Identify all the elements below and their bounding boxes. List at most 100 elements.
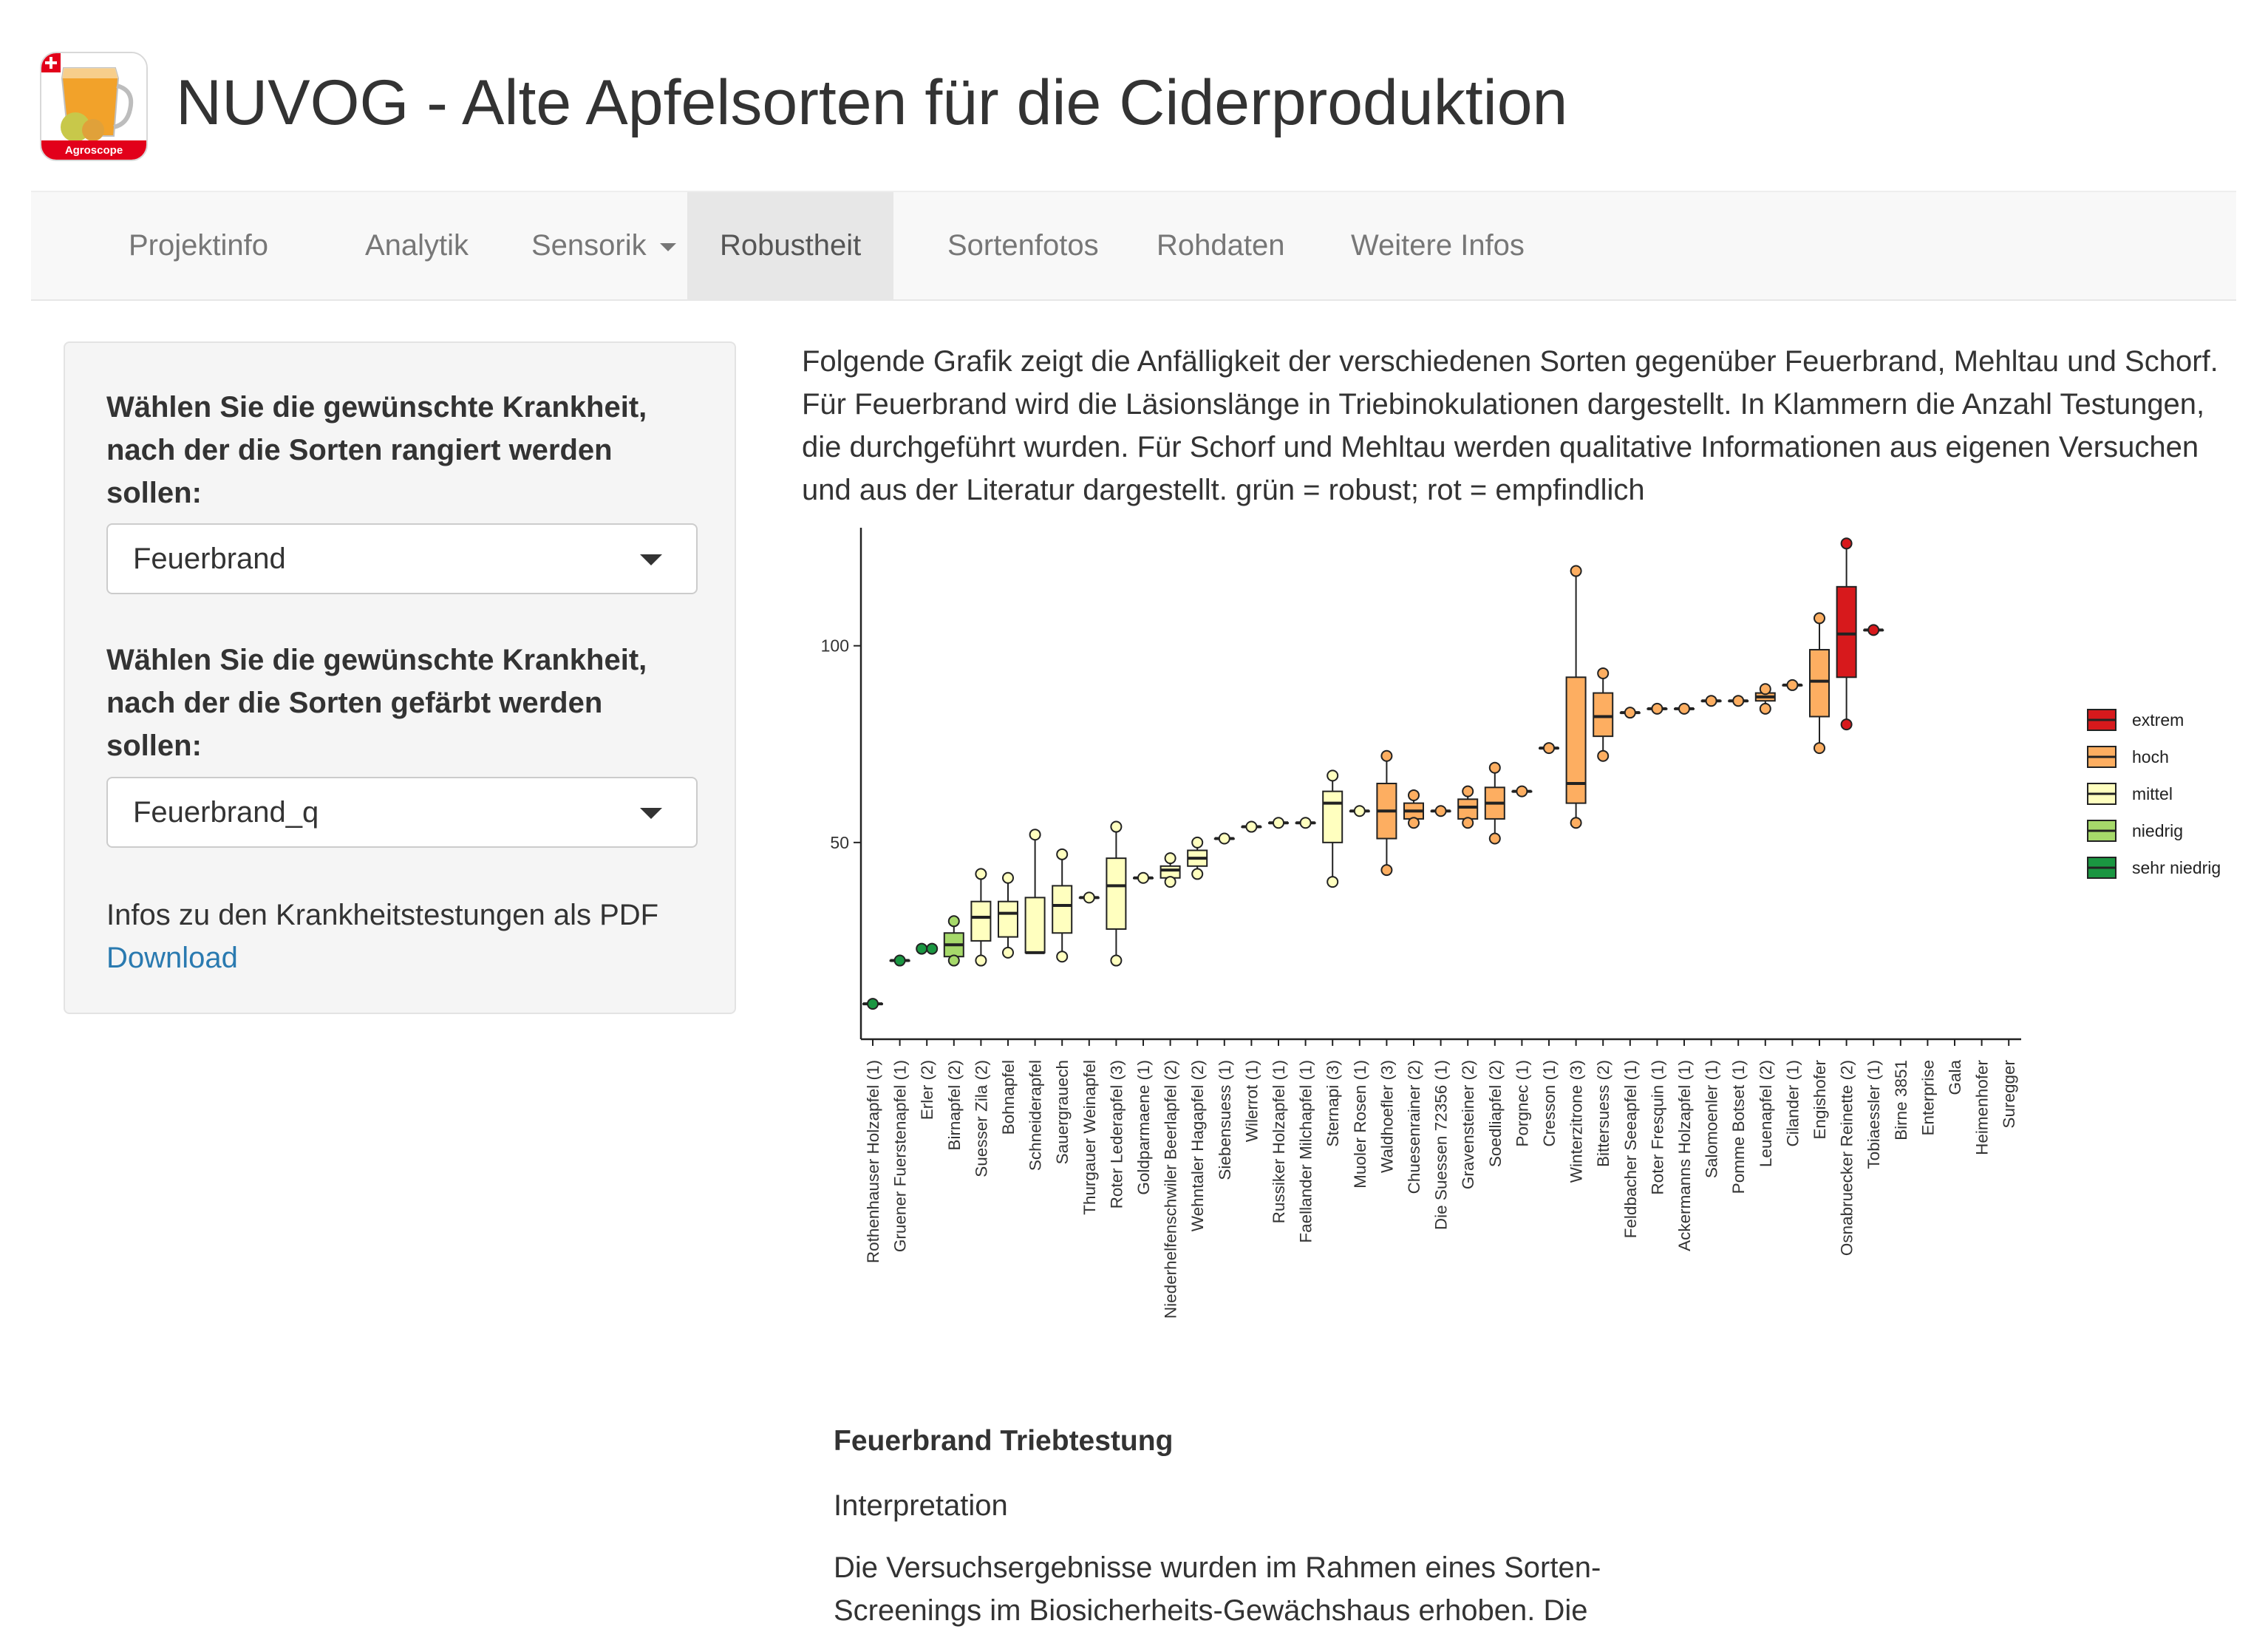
tab-projektinfo[interactable]: Projektinfo <box>129 229 268 262</box>
data-point <box>1273 817 1284 829</box>
x-tick-label: Leuenapfel (2) <box>1757 1060 1775 1167</box>
box-body <box>1809 649 1830 718</box>
section-title: Feuerbrand Triebtestung <box>834 1425 1174 1457</box>
chevron-down-icon <box>659 242 676 251</box>
data-point <box>1164 876 1176 888</box>
x-tick-label: Enterprise <box>1918 1060 1937 1136</box>
data-point <box>867 998 879 1010</box>
data-point <box>947 954 960 967</box>
data-point <box>947 915 960 928</box>
data-point <box>1759 702 1771 715</box>
x-tick-label: Suregger <box>2000 1059 2018 1128</box>
caret-down-icon <box>640 808 662 819</box>
data-point <box>975 868 987 880</box>
data-point <box>1191 836 1204 849</box>
x-tick-label: Roter Fresquin (1) <box>1648 1060 1666 1195</box>
data-point <box>1434 805 1447 817</box>
x-tick-label: Erler (2) <box>918 1060 936 1120</box>
x-tick-label: Heimenhofer <box>1973 1060 1992 1155</box>
x-tick-label: Winterzitrone (3) <box>1567 1060 1586 1183</box>
data-point <box>1110 820 1123 833</box>
main-navbar: Projektinfo Analytik Sensorik Robustheit… <box>31 191 2236 301</box>
legend-label: sehr niedrig <box>2132 858 2221 877</box>
x-tick-label: Gala <box>1946 1060 1964 1095</box>
box-body <box>1106 857 1127 930</box>
x-tick-label: Thurgauer Weinapfel <box>1080 1060 1099 1215</box>
rank-disease-select[interactable]: Feuerbrand <box>106 523 698 594</box>
data-point <box>1651 702 1663 715</box>
x-tick-label: Faellander Milchapfel (1) <box>1297 1060 1315 1243</box>
box-body <box>1024 897 1046 953</box>
legend-label: hoch <box>2132 747 2169 766</box>
pdf-info-text: Infos zu den Krankheitstestungen als PDF <box>106 899 659 931</box>
data-point <box>1218 832 1230 845</box>
robustness-boxplot-chart: 50 100 Rothenhauser Holzapfel (1) Gruener F… <box>802 517 2228 1375</box>
tab-robustheit[interactable]: Robustheit <box>687 192 894 299</box>
x-tick-label: Pomme Botset (1) <box>1729 1060 1748 1194</box>
data-point <box>1786 679 1799 691</box>
data-point <box>1164 852 1176 865</box>
data-point <box>1543 742 1555 755</box>
data-point <box>1840 537 1853 550</box>
sidebar-panel: Wählen Sie die gewünschte Krankheit, nac… <box>64 341 736 1014</box>
data-point <box>1029 829 1041 841</box>
legend-label: niedrig <box>2132 821 2183 840</box>
tab-analytik[interactable]: Analytik <box>365 229 469 262</box>
data-point <box>1705 695 1717 707</box>
data-point <box>1814 612 1825 625</box>
data-point <box>1408 789 1420 801</box>
x-tick-label: Engishofer <box>1811 1060 1829 1140</box>
box-body <box>1593 692 1614 738</box>
logo-label: Agroscope <box>65 144 123 157</box>
legend-label: mittel <box>2132 784 2173 803</box>
x-tick-label: Osnabruecker Reinette (2) <box>1838 1060 1856 1256</box>
data-point <box>1191 868 1204 880</box>
y-tick-label: 100 <box>821 636 849 656</box>
results-text: Die Versuchsergebnisse wurden im Rahmen … <box>834 1551 1601 1627</box>
color-disease-value: Feuerbrand_q <box>133 796 319 829</box>
x-tick-label: Roter Lederapfel (3) <box>1107 1060 1126 1208</box>
x-tick-label: Cilander (1) <box>1783 1060 1802 1147</box>
page-title: NUVOG - Alte Apfelsorten für die Ciderpr… <box>176 67 1568 138</box>
x-tick-label: Russiker Holzapfel (1) <box>1270 1060 1288 1223</box>
x-tick-label: Rothenhauser Holzapfel (1) <box>864 1060 882 1263</box>
tab-weitere-infos[interactable]: Weitere Infos <box>1351 229 1525 262</box>
data-point <box>1056 951 1069 963</box>
box-body <box>1836 585 1857 679</box>
download-link[interactable]: Download <box>106 942 238 974</box>
tab-rohdaten[interactable]: Rohdaten <box>1157 229 1285 262</box>
x-tick-label: Wilerrot (1) <box>1242 1060 1261 1142</box>
caret-down-icon <box>640 554 662 565</box>
color-disease-label: Wählen Sie die gewünschte Krankheit, nac… <box>106 644 647 762</box>
data-point <box>1462 817 1474 829</box>
data-point <box>1624 707 1636 719</box>
data-point <box>1137 871 1149 884</box>
data-point <box>916 942 928 955</box>
data-point <box>1597 667 1610 679</box>
tab-sortenfotos[interactable]: Sortenfotos <box>947 229 1099 262</box>
x-tick-label: Waldhoefler (3) <box>1378 1060 1396 1173</box>
data-point <box>926 942 939 955</box>
x-tick-label: Schneiderapfel <box>1026 1060 1045 1171</box>
x-tick-label: Muoler Rosen (1) <box>1351 1060 1369 1189</box>
x-tick-label: Niederhelfenschwiler Beerlapfel (2) <box>1162 1060 1180 1319</box>
data-point <box>1840 718 1853 731</box>
x-tick-label: Bohnapfel <box>999 1060 1018 1135</box>
cider-jug-icon: Agroscope <box>41 53 146 160</box>
x-tick-label: Gravensteiner (2) <box>1459 1060 1477 1189</box>
x-tick-label: Tobiaessler (1) <box>1865 1060 1883 1169</box>
box-body <box>1457 798 1479 820</box>
data-point <box>1002 871 1014 884</box>
y-tick-label: 50 <box>830 833 849 852</box>
data-point <box>1759 683 1771 696</box>
tab-sensorik[interactable]: Sensorik <box>499 192 709 299</box>
box-body <box>998 900 1018 938</box>
data-point <box>1056 848 1069 860</box>
data-point <box>1002 946 1014 959</box>
data-point <box>1083 891 1095 904</box>
data-point <box>1488 832 1501 845</box>
color-disease-select[interactable]: Feuerbrand_q <box>106 777 698 848</box>
x-tick-label: Birnapfel (2) <box>945 1060 964 1151</box>
data-point <box>1327 769 1339 782</box>
header: Agroscope NUVOG - Alte Apfelsorten für d… <box>40 52 1961 163</box>
